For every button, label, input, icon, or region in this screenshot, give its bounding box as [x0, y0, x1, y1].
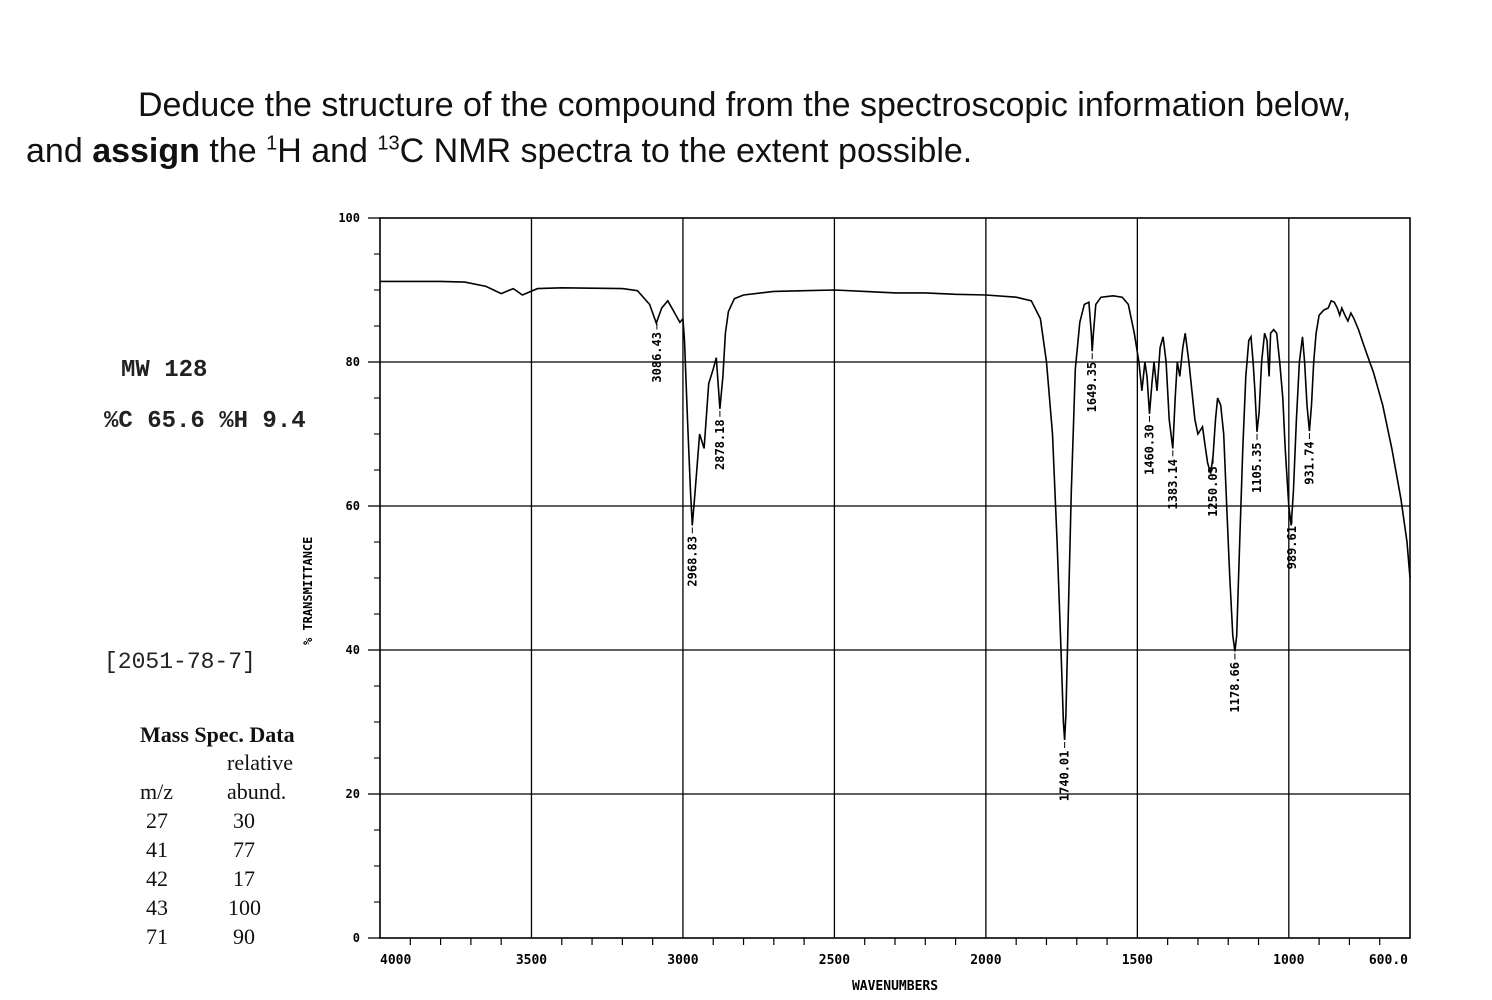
mass-spec-mz: 71 — [146, 924, 168, 949]
mass-spec-abund: 30 — [233, 808, 255, 833]
mass-spec-row: 42 17 — [146, 866, 296, 894]
x-tick-label: 1500 — [1122, 953, 1153, 968]
x-tick-label: 600.0 — [1369, 953, 1408, 968]
mass-spec-row: 43 100 — [146, 895, 296, 923]
prompt-text: and — [26, 132, 93, 170]
spectrum-trace — [380, 280, 1411, 741]
peak-label: 1178.66 — [1228, 662, 1242, 713]
prompt-text: the — [199, 132, 267, 170]
mass-spec-row: 27 30 — [146, 808, 296, 836]
mass-spec-header-mz: m/z — [140, 779, 173, 804]
chart-grid — [379, 217, 1411, 939]
mass-spec-header-abund: abund. — [227, 779, 287, 804]
x-tick-label: 3000 — [667, 953, 698, 968]
mass-spec-abund: 77 — [233, 837, 255, 862]
peak-label: 1740.01 — [1058, 751, 1072, 802]
mass-spec-abund: 17 — [233, 866, 255, 891]
mass-spec-title: Mass Spec. Data — [140, 722, 295, 747]
peak-label: 1460.30 — [1143, 424, 1157, 475]
mass-spec-mz: 42 — [146, 866, 168, 891]
prompt-assign-bold: assign — [92, 132, 200, 170]
mass-spec-mz: 41 — [146, 837, 168, 862]
x-tick-label: 1000 — [1273, 953, 1304, 968]
y-tick-label: 80 — [346, 355, 360, 369]
elemental-composition: %C 65.6 %H 9.4 — [104, 408, 306, 435]
y-tick-label: 0 — [353, 931, 360, 945]
mass-spec-mz: 27 — [146, 808, 168, 833]
x-tick-label: 4000 — [380, 953, 411, 968]
y-tick-label: 60 — [346, 499, 360, 513]
y-tick-label: 20 — [346, 787, 360, 801]
molecular-weight: MW 128 — [121, 357, 208, 384]
peak-label: 1105.35 — [1250, 442, 1264, 493]
peak-label: 989.61 — [1285, 526, 1299, 569]
peak-annotations: 3086.43 2968.83 2878.18 1740.01 1649.35 1460.… — [650, 323, 1316, 802]
peak-label: 1649.35 — [1085, 362, 1099, 413]
chart-ticks: 4000 3500 3000 2500 2000 1500 1000 600.0 0 20 40 60… — [338, 211, 1408, 968]
x-tick-label: 3500 — [516, 953, 547, 968]
prompt-text: C NMR spectra to the extent possible. — [399, 132, 973, 170]
peak-label: 931.74 — [1302, 441, 1316, 484]
y-tick-label: 40 — [346, 643, 360, 657]
mass-spec-header-relative: relative — [227, 750, 293, 775]
peak-label: 2878.18 — [713, 419, 727, 470]
mass-spec-abund: 90 — [233, 924, 255, 949]
superscript-13: 13 — [377, 132, 400, 155]
superscript-1: 1 — [266, 132, 278, 155]
peak-label: 1383.14 — [1166, 459, 1180, 510]
plot-frame — [379, 217, 1411, 939]
prompt-line-1: Deduce the structure of the compound fro… — [138, 86, 1352, 124]
cas-number: [2051-78-7] — [104, 649, 256, 675]
mass-spec-abund: 100 — [228, 895, 261, 920]
x-tick-label: 2000 — [970, 953, 1001, 968]
peak-label: 1250.03 — [1206, 466, 1220, 517]
problem-statement: Deduce the structure of the compound fro… — [26, 82, 1476, 174]
peak-label: 3086.43 — [650, 332, 664, 383]
prompt-text: H and — [277, 132, 378, 170]
x-tick-label: 2500 — [819, 953, 850, 968]
peak-label: 2968.83 — [685, 536, 699, 587]
mass-spec-mz: 43 — [146, 895, 168, 920]
y-tick-label: 100 — [338, 211, 360, 225]
x-axis-label: WAVENUMBERS — [852, 979, 938, 994]
y-axis-label: % TRANSMITTANCE — [301, 537, 315, 645]
mass-spec-row: 41 77 — [146, 837, 296, 865]
mass-spec-row: 71 90 — [146, 924, 296, 952]
